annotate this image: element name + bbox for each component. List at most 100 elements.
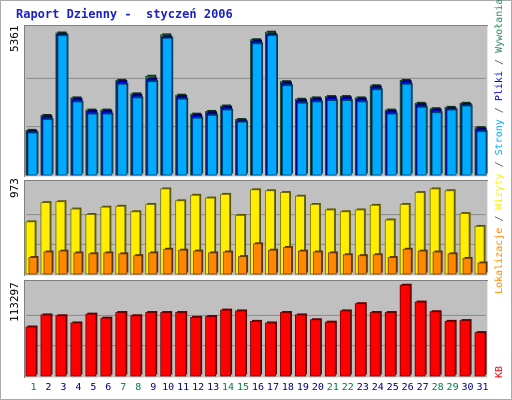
bar-kb-12 bbox=[190, 316, 202, 377]
bar-lokalizacje-24 bbox=[372, 254, 382, 275]
bar-kb-17 bbox=[265, 322, 276, 377]
legend-pliki: Pliki bbox=[494, 71, 505, 102]
kb-panel bbox=[24, 280, 488, 378]
chart-title: Raport Dzienny - styczeń 2006 bbox=[16, 7, 233, 21]
hits-pages-files-panel bbox=[24, 25, 488, 177]
x-tick-label: 20 bbox=[311, 382, 324, 393]
bar-strony-22 bbox=[341, 100, 352, 176]
y-max-label-top: 5361 bbox=[8, 25, 21, 53]
x-tick-label: 5 bbox=[90, 382, 97, 393]
x-tick-label: 30 bbox=[461, 382, 474, 393]
bar-kb-28 bbox=[429, 311, 441, 377]
bar-kb-31 bbox=[474, 332, 486, 377]
bar-lokalizacje-6 bbox=[103, 252, 113, 275]
bar-strony-18 bbox=[282, 85, 292, 176]
bar-lokalizacje-16 bbox=[253, 243, 262, 275]
bar-kb-26 bbox=[399, 284, 411, 377]
bar-strony-27 bbox=[416, 106, 427, 176]
bar-kb-10 bbox=[160, 312, 172, 377]
bar-strony-2 bbox=[42, 119, 53, 176]
bar-strony-14 bbox=[222, 109, 232, 176]
bar-kb-2 bbox=[40, 314, 52, 377]
bar-lokalizacje-23 bbox=[357, 255, 367, 275]
bar-strony-15 bbox=[237, 121, 247, 176]
legend-strony: Strony bbox=[494, 119, 505, 156]
bar-strony-5 bbox=[87, 113, 98, 176]
x-tick-label: 26 bbox=[401, 382, 414, 393]
bar-strony-16 bbox=[252, 43, 262, 176]
bar-strony-28 bbox=[431, 112, 442, 176]
bar-kb-15 bbox=[235, 310, 246, 377]
bar-lokalizacje-8 bbox=[133, 255, 143, 275]
bar-lokalizacje-4 bbox=[73, 252, 83, 275]
bar-strony-12 bbox=[192, 117, 203, 176]
visits-sites-chart bbox=[25, 187, 488, 275]
x-tick-label: 1 bbox=[30, 382, 37, 393]
bar-lokalizacje-12 bbox=[193, 250, 203, 275]
bar-kb-19 bbox=[295, 314, 306, 377]
bar-strony-3 bbox=[57, 35, 68, 176]
kb-chart bbox=[25, 283, 487, 377]
hits-pages-files-chart bbox=[25, 30, 488, 176]
bar-kb-8 bbox=[130, 315, 142, 377]
bar-lokalizacje-27 bbox=[417, 250, 427, 275]
bar-lokalizacje-13 bbox=[208, 252, 218, 275]
x-tick-label: 4 bbox=[75, 382, 82, 393]
bar-kb-25 bbox=[384, 312, 396, 377]
x-tick-label: 21 bbox=[326, 382, 339, 393]
bar-kb-11 bbox=[175, 312, 187, 377]
bar-strony-30 bbox=[461, 105, 472, 176]
x-tick-label: 2 bbox=[45, 382, 52, 393]
x-tick-label: 31 bbox=[476, 382, 489, 393]
bar-lokalizacje-5 bbox=[88, 253, 98, 275]
bar-lokalizacje-29 bbox=[447, 253, 457, 275]
bar-strony-10 bbox=[162, 38, 173, 176]
bar-strony-31 bbox=[476, 131, 487, 176]
bar-lokalizacje-22 bbox=[342, 254, 352, 275]
bar-kb-1 bbox=[25, 326, 37, 377]
bar-kb-14 bbox=[220, 309, 231, 377]
bar-kb-30 bbox=[459, 320, 471, 377]
bar-lokalizacje-2 bbox=[43, 251, 53, 275]
legend-lokalizacje: Lokalizacje bbox=[494, 227, 505, 294]
bar-kb-27 bbox=[414, 301, 426, 377]
bar-kb-20 bbox=[309, 319, 321, 377]
bar-kb-24 bbox=[369, 312, 381, 377]
x-tick-label: 23 bbox=[356, 382, 369, 393]
x-tick-label: 16 bbox=[251, 382, 265, 393]
x-tick-label: 8 bbox=[135, 382, 142, 393]
legend: KB Lokalizacje / Wizyty / Strony / Pliki… bbox=[494, 0, 505, 378]
bar-kb-9 bbox=[145, 312, 157, 377]
x-tick-label: 18 bbox=[281, 382, 294, 393]
x-tick-label: 6 bbox=[105, 382, 112, 393]
bar-strony-4 bbox=[72, 101, 83, 176]
bar-strony-21 bbox=[326, 100, 337, 176]
bar-strony-8 bbox=[132, 97, 143, 176]
bar-strony-1 bbox=[27, 132, 38, 176]
bar-strony-23 bbox=[356, 101, 367, 176]
legend-wywolania: Wywołania bbox=[494, 0, 505, 53]
bar-lokalizacje-18 bbox=[283, 247, 292, 275]
bar-strony-13 bbox=[207, 115, 218, 176]
bar-strony-7 bbox=[117, 83, 128, 176]
x-tick-label: 14 bbox=[222, 382, 235, 393]
x-tick-label: 27 bbox=[416, 382, 429, 393]
bar-kb-13 bbox=[205, 316, 217, 377]
bar-lokalizacje-1 bbox=[28, 257, 38, 275]
x-tick-label: 29 bbox=[446, 382, 459, 393]
bar-lokalizacje-30 bbox=[462, 258, 472, 275]
bar-kb-4 bbox=[70, 322, 82, 377]
bar-lokalizacje-19 bbox=[298, 250, 307, 275]
bar-kb-18 bbox=[280, 312, 291, 377]
bar-strony-17 bbox=[267, 35, 277, 176]
bar-strony-24 bbox=[371, 89, 382, 176]
legend-kb: KB bbox=[494, 365, 505, 378]
x-tick-label: 25 bbox=[386, 382, 399, 393]
visits-sites-panel bbox=[24, 180, 488, 276]
x-tick-label: 19 bbox=[296, 382, 309, 393]
bar-strony-25 bbox=[386, 113, 397, 176]
x-tick-label: 13 bbox=[207, 382, 220, 393]
bar-kb-21 bbox=[324, 321, 336, 377]
legend-separator: / bbox=[494, 58, 505, 65]
bar-strony-11 bbox=[177, 98, 188, 176]
